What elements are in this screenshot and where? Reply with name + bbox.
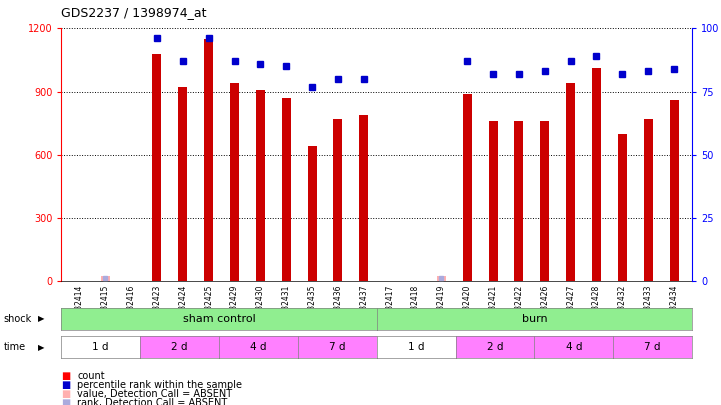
Text: time: time <box>4 342 26 352</box>
Bar <box>437 276 446 281</box>
Text: percentile rank within the sample: percentile rank within the sample <box>77 380 242 390</box>
Text: ■: ■ <box>61 371 71 381</box>
Text: 1 d: 1 d <box>92 342 109 352</box>
Text: 1 d: 1 d <box>408 342 425 352</box>
Bar <box>670 100 678 281</box>
Text: 2 d: 2 d <box>172 342 188 352</box>
Text: value, Detection Call = ABSENT: value, Detection Call = ABSENT <box>77 389 232 399</box>
Text: sham control: sham control <box>182 314 255 324</box>
Bar <box>592 68 601 281</box>
Text: GDS2237 / 1398974_at: GDS2237 / 1398974_at <box>61 6 207 19</box>
Bar <box>230 83 239 281</box>
Text: ■: ■ <box>61 398 71 405</box>
Bar <box>644 119 653 281</box>
Bar <box>204 39 213 281</box>
Bar <box>514 121 523 281</box>
Bar <box>618 134 627 281</box>
Bar <box>308 147 317 281</box>
Text: ▶: ▶ <box>37 343 44 352</box>
Bar <box>101 276 110 281</box>
Bar <box>359 115 368 281</box>
Text: count: count <box>77 371 105 381</box>
Bar <box>333 119 342 281</box>
Text: 7 d: 7 d <box>329 342 345 352</box>
Text: ■: ■ <box>61 389 71 399</box>
Bar <box>178 87 187 281</box>
Text: 2 d: 2 d <box>487 342 503 352</box>
Text: ■: ■ <box>61 380 71 390</box>
Bar <box>282 98 291 281</box>
Bar <box>566 83 575 281</box>
Bar <box>540 121 549 281</box>
Text: 4 d: 4 d <box>565 342 582 352</box>
Text: shock: shock <box>4 314 32 324</box>
Bar <box>489 121 497 281</box>
Text: ▶: ▶ <box>37 314 44 324</box>
Text: burn: burn <box>521 314 547 324</box>
Bar <box>256 90 265 281</box>
Bar <box>463 94 472 281</box>
Text: rank, Detection Call = ABSENT: rank, Detection Call = ABSENT <box>77 398 227 405</box>
Bar <box>152 54 162 281</box>
Text: 7 d: 7 d <box>645 342 661 352</box>
Text: 4 d: 4 d <box>250 342 267 352</box>
